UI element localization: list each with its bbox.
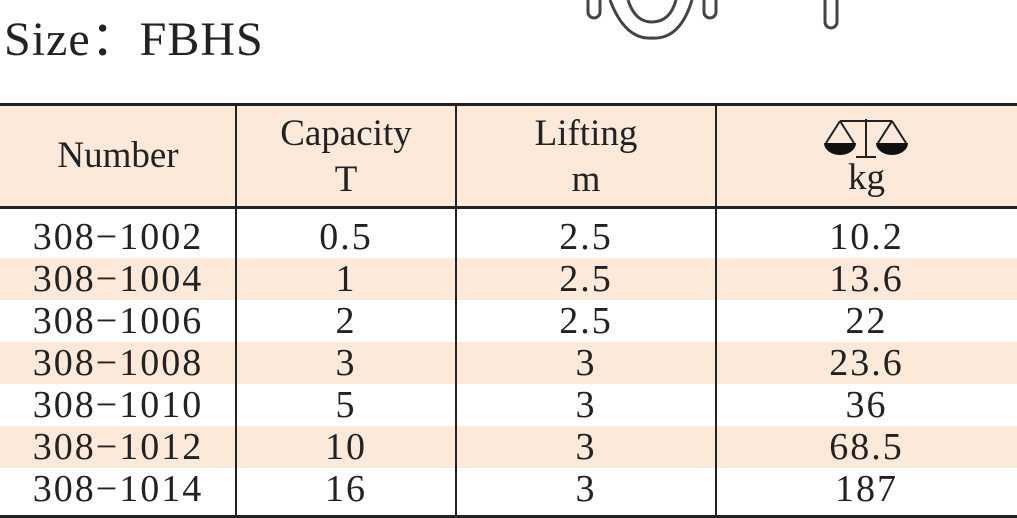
table-rule [0,103,1017,106]
table-cell: 16 [325,468,367,510]
column-rule [715,105,717,518]
row-stripe [0,342,1017,384]
header-cell: T [334,159,358,200]
table-cell: 3 [575,426,597,468]
table-cell: 308−1006 [32,300,204,342]
table-cell: 0.5 [319,216,373,258]
header-cell: Number [57,135,179,176]
table-cell: 3 [575,468,597,510]
product-image-fragment [586,0,839,40]
table-rule [0,515,1017,518]
header-cell: Capacity [280,113,412,154]
table-cell: 2.5 [559,216,613,258]
table-cell: 2 [335,300,357,342]
scale-icon [824,119,908,158]
table-cell: 68.5 [829,426,904,468]
table-cell: 308−1014 [32,468,204,510]
table-cell: 308−1004 [32,258,204,300]
row-stripe [0,258,1017,300]
table-cell: 308−1012 [32,426,204,468]
table-cell: 3 [575,342,597,384]
table-cell: 187 [835,468,898,510]
table-cell: 2.5 [559,258,613,300]
table-cell: 308−1002 [32,216,204,258]
table-cell: 2.5 [559,300,613,342]
table-cell: 5 [335,384,357,426]
table-cell: 23.6 [829,342,904,384]
header-cell: Lifting [534,113,638,154]
table-cell: 308−1010 [32,384,204,426]
table-cell: 3 [575,384,597,426]
table-cell: 308−1008 [32,342,204,384]
table-cell: 3 [335,342,357,384]
table-cell: 22 [845,300,888,342]
table-cell: 1 [335,258,357,300]
table-cell: 10.2 [829,216,904,258]
table-rule [0,206,1017,209]
column-rule [455,105,457,518]
column-rule [235,105,237,518]
title: Size：FBHS [4,13,264,66]
table-cell: 13.6 [829,258,904,300]
header-cell: kg [848,157,885,198]
table-cell: 10 [325,426,367,468]
table-cell: 36 [845,384,888,426]
header-cell: m [571,159,601,200]
row-stripe [0,426,1017,468]
